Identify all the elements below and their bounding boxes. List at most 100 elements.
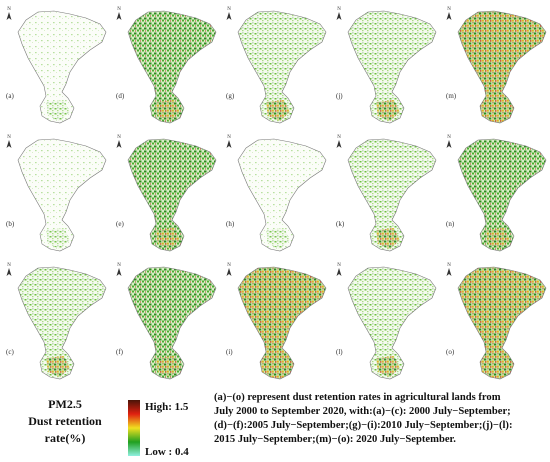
map-panel: N (l)	[336, 263, 437, 380]
caption: (a)−(o) represent dust retention rates i…	[214, 392, 513, 445]
panel-label: (i)	[226, 348, 233, 356]
caption-line: (a)−(o) represent dust retention rates i…	[214, 392, 501, 403]
map-panel: N (g)	[226, 7, 327, 124]
region-map	[457, 10, 547, 124]
north-arrow	[116, 12, 122, 20]
panel-label: (f)	[116, 348, 124, 356]
north-arrow	[336, 12, 342, 20]
panel-label: (h)	[226, 220, 235, 228]
panel-label: (d)	[116, 92, 125, 100]
map-panel: N (k)	[336, 135, 437, 252]
north-arrow	[226, 268, 232, 276]
region-south	[266, 100, 290, 121]
map-panel: N (c)	[6, 263, 107, 380]
north-arrow	[226, 140, 232, 148]
panel-label: (c)	[6, 348, 14, 356]
region-map	[347, 10, 437, 124]
north-label: N	[117, 135, 121, 140]
region-map	[347, 266, 437, 380]
region-south	[376, 100, 400, 121]
north-arrow	[446, 12, 452, 20]
region-south	[486, 356, 510, 377]
map-panel: N (b)	[6, 135, 107, 252]
north-label: N	[447, 135, 451, 140]
north-label: N	[117, 263, 121, 268]
north-label: N	[337, 7, 341, 12]
region-map	[457, 138, 547, 252]
region-south	[376, 356, 400, 377]
region-south	[156, 100, 180, 121]
region-map	[127, 266, 217, 380]
region-south	[376, 228, 400, 249]
legend-title: PM2.5	[48, 397, 82, 411]
north-arrow	[446, 140, 452, 148]
region-south	[266, 356, 290, 377]
region-south	[46, 100, 70, 121]
panel-label: (m)	[446, 92, 457, 100]
map-panel: N (n)	[446, 135, 547, 252]
north-label: N	[7, 7, 11, 12]
map-panel: N (h)	[226, 135, 327, 252]
map-panel: N (o)	[446, 263, 547, 380]
region-map	[17, 10, 107, 124]
north-arrow	[336, 140, 342, 148]
legend-low: Low : 0.4	[145, 446, 189, 458]
caption-line: (d)−(f):2005 July−September;(g)−(i):2010…	[214, 420, 513, 431]
region-map	[237, 266, 327, 380]
region-south	[156, 228, 180, 249]
north-arrow	[6, 140, 12, 148]
region-map	[347, 138, 437, 252]
north-label: N	[227, 263, 231, 268]
north-label: N	[337, 263, 341, 268]
map-panel: N (d)	[116, 7, 217, 124]
caption-line: 2015 July−September;(m)−(o): 2020 July−S…	[214, 434, 456, 445]
north-label: N	[447, 263, 451, 268]
region-map	[127, 138, 217, 252]
north-label: N	[337, 135, 341, 140]
map-panel: N (e)	[116, 135, 217, 252]
map-panel: N (j)	[336, 7, 437, 124]
north-label: N	[7, 263, 11, 268]
region-map	[17, 138, 107, 252]
legend-title: Dust retention	[28, 414, 102, 428]
panel-label: (k)	[336, 220, 345, 228]
panel-label: (n)	[446, 220, 455, 228]
color-bar	[128, 400, 140, 456]
panel-label: (j)	[336, 92, 343, 100]
north-label: N	[227, 7, 231, 12]
north-label: N	[117, 7, 121, 12]
region-map	[237, 138, 327, 252]
panel-label: (e)	[116, 220, 124, 228]
north-arrow	[6, 268, 12, 276]
region-map	[237, 10, 327, 124]
north-arrow	[226, 12, 232, 20]
region-south	[486, 228, 510, 249]
region-south	[486, 100, 510, 121]
caption-line: July 2000 to September 2020, with:(a)−(c…	[214, 406, 511, 417]
region-map	[17, 266, 107, 380]
map-panel: N (m)	[446, 7, 547, 124]
map-panels: N (a) N (b) N (c) N (d) N (e) N (f) N (g) N (h) N (i) N (j)…	[6, 7, 547, 380]
panel-label: (g)	[226, 92, 235, 100]
north-arrow	[116, 140, 122, 148]
map-panel: N (i)	[226, 263, 327, 380]
north-label: N	[7, 135, 11, 140]
panel-label: (b)	[6, 220, 15, 228]
legend-high: High: 1.5	[145, 401, 189, 413]
region-south	[266, 228, 290, 249]
legend: PM2.5 Dust retention rate(%) High: 1.5 L…	[28, 397, 189, 458]
map-panel: N (f)	[116, 263, 217, 380]
north-arrow	[6, 12, 12, 20]
north-arrow	[116, 268, 122, 276]
region-south	[46, 228, 70, 249]
legend-title: rate(%)	[45, 431, 86, 445]
north-arrow	[336, 268, 342, 276]
panel-label: (l)	[336, 348, 343, 356]
north-arrow	[446, 268, 452, 276]
panel-label: (a)	[6, 92, 14, 100]
map-panel: N (a)	[6, 7, 107, 124]
region-south	[46, 356, 70, 377]
region-map	[127, 10, 217, 124]
region-map	[457, 266, 547, 380]
region-south	[156, 356, 180, 377]
